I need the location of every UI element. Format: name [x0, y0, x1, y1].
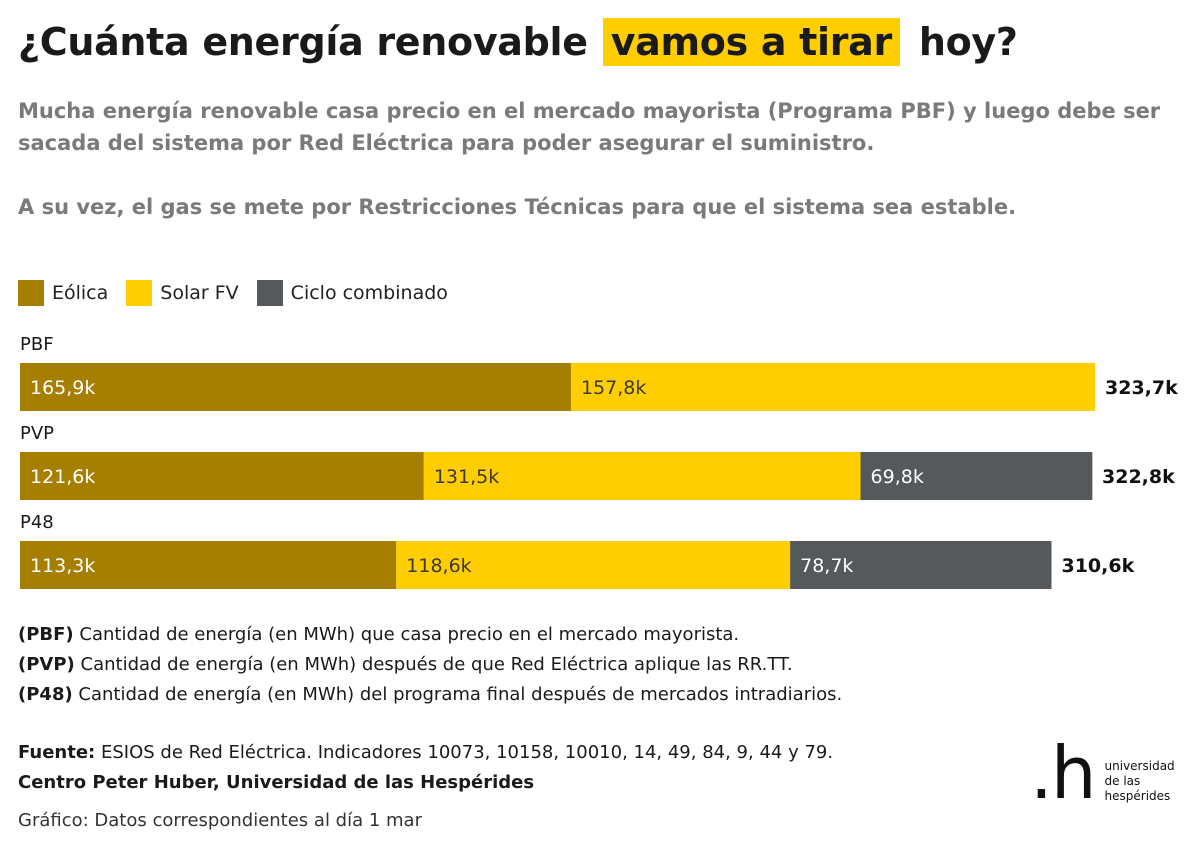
- note-tag-pvp: (PVP): [18, 654, 75, 675]
- data-label-p48-series-1: 118,6k: [406, 555, 471, 577]
- note-pbf: (PBF) Cantidad de energía (en MWh) que c…: [18, 620, 842, 650]
- source-text: ESIOS de Red Eléctrica. Indicadores 1007…: [95, 742, 834, 763]
- data-label-pvp-series-2: 69,8k: [871, 466, 924, 488]
- chart-legend: Eólica Solar FV Ciclo combinado: [18, 280, 466, 306]
- chart-title: ¿Cuánta energía renovable vamos a tirar …: [18, 18, 1018, 66]
- title-highlight: vamos a tirar: [602, 18, 900, 66]
- data-label-pbf-series-0: 165,9k: [30, 377, 95, 399]
- source-credit: Centro Peter Huber, Universidad de las H…: [18, 768, 833, 798]
- data-label-p48-series-2: 78,7k: [800, 555, 853, 577]
- chart-footnote: Gráfico: Datos correspondientes al día 1…: [18, 810, 422, 831]
- data-label-pbf-series-1: 157,8k: [581, 377, 646, 399]
- chart-subtitle: Mucha energía renovable casa precio en e…: [18, 95, 1178, 223]
- note-pvp: (PVP) Cantidad de energía (en MWh) despu…: [18, 650, 842, 680]
- bar-pvp-series-2: [860, 452, 1093, 500]
- legend-label-ciclo: Ciclo combinado: [290, 282, 448, 304]
- credit-text: Centro Peter Huber, Universidad de las H…: [18, 772, 535, 793]
- title-text-before: ¿Cuánta energía renovable: [18, 20, 588, 64]
- note-text-pbf: Cantidad de energía (en MWh) que casa pr…: [73, 624, 740, 645]
- note-tag-pbf: (PBF): [18, 624, 74, 645]
- total-label-pbf: 323,7k: [1105, 377, 1178, 399]
- legend-item-solar: Solar FV: [126, 280, 239, 306]
- legend-swatch-eolica: [18, 280, 44, 306]
- total-label-pvp: 322,8k: [1102, 466, 1175, 488]
- data-label-p48-series-0: 113,3k: [30, 555, 95, 577]
- data-label-pvp-series-1: 131,5k: [434, 466, 499, 488]
- note-text-p48: Cantidad de energía (en MWh) del program…: [72, 684, 843, 705]
- note-tag-p48: (P48): [18, 684, 73, 705]
- category-label-pbf: PBF: [20, 334, 54, 355]
- bar-p48-series-2: [790, 541, 1052, 589]
- bar-pbf-series-0: [20, 363, 571, 411]
- legend-item-eolica: Eólica: [18, 280, 108, 306]
- legend-label-eolica: Eólica: [52, 282, 109, 304]
- data-label-pvp-series-0: 121,6k: [30, 466, 95, 488]
- logo-text: universidad de las hespérides: [1104, 759, 1175, 803]
- title-text-after: hoy?: [918, 20, 1018, 64]
- stacked-bar-chart: PBF 165,9k 157,8k 323,7k PVP 121,6k 131,5k 69,8…: [20, 334, 1178, 589]
- legend-swatch-solar: [126, 280, 153, 306]
- subtitle-paragraph-1: Mucha energía renovable casa precio en e…: [18, 99, 1161, 155]
- total-label-p48: 310,6k: [1061, 555, 1134, 577]
- bar-p48-series-1: [396, 541, 791, 589]
- chart-notes: (PBF) Cantidad de energía (en MWh) que c…: [18, 620, 842, 710]
- legend-item-ciclo: Ciclo combinado: [256, 280, 448, 306]
- note-p48: (P48) Cantidad de energía (en MWh) del p…: [18, 680, 842, 710]
- bar-pvp-series-0: [20, 452, 424, 500]
- bar-pvp-series-1: [423, 452, 861, 500]
- subtitle-paragraph-2: A su vez, el gas se mete por Restriccion…: [18, 195, 1017, 219]
- bar-p48-series-0: [20, 541, 397, 589]
- source-line: Fuente: ESIOS de Red Eléctrica. Indicado…: [18, 738, 833, 768]
- chart-source: Fuente: ESIOS de Red Eléctrica. Indicado…: [18, 738, 833, 798]
- category-label-pvp: PVP: [20, 423, 54, 444]
- bar-pbf-series-1: [570, 363, 1095, 411]
- legend-label-solar: Solar FV: [160, 282, 239, 304]
- university-logo: .h universidad de las hespérides: [1030, 731, 1175, 815]
- note-text-pvp: Cantidad de energía (en MWh) después de …: [74, 654, 793, 675]
- logo-mark-icon: .h: [1030, 731, 1097, 815]
- source-label: Fuente:: [18, 742, 96, 763]
- legend-swatch-ciclo: [256, 280, 283, 306]
- category-label-p48: P48: [20, 512, 54, 533]
